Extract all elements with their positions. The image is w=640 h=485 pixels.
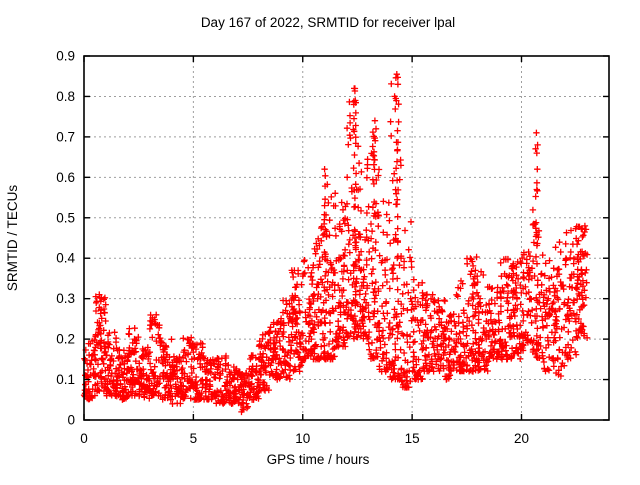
plot-border	[83, 55, 610, 421]
y-tick-label: 0.9	[56, 49, 75, 64]
x-tick-label: 5	[190, 431, 198, 446]
x-tick-label: 10	[295, 431, 310, 446]
y-tick-label: 0.8	[56, 89, 75, 104]
chart-title: Day 167 of 2022, SRMTID for receiver lpa…	[201, 15, 455, 30]
y-tick-label: 0.7	[56, 129, 75, 144]
y-tick-label: 0.1	[56, 372, 75, 387]
y-tick-label: 0.6	[56, 170, 75, 185]
y-tick-label: 0.4	[56, 251, 75, 266]
y-tick-label: 0.5	[56, 210, 75, 225]
grid-lines	[84, 56, 609, 420]
x-tick-label: 0	[80, 431, 88, 446]
y-axis-label: SRMTID / TECUs	[5, 185, 20, 292]
x-tick-label: 20	[514, 431, 529, 446]
scatter-points	[80, 71, 591, 416]
y-tick-label: 0.2	[56, 332, 75, 347]
y-tick-labels: 0 0.1 0.2 0.3 0.4 0.5 0.6 0.7 0.8 0.9	[56, 49, 75, 428]
x-tick-label: 15	[405, 431, 420, 446]
x-tick-labels: 0 5 10 15 20	[80, 431, 529, 446]
x-axis-label: GPS time / hours	[267, 452, 370, 467]
y-tick-label: 0	[67, 413, 75, 428]
axis-ticks	[83, 55, 609, 421]
y-tick-label: 0.3	[56, 291, 75, 306]
